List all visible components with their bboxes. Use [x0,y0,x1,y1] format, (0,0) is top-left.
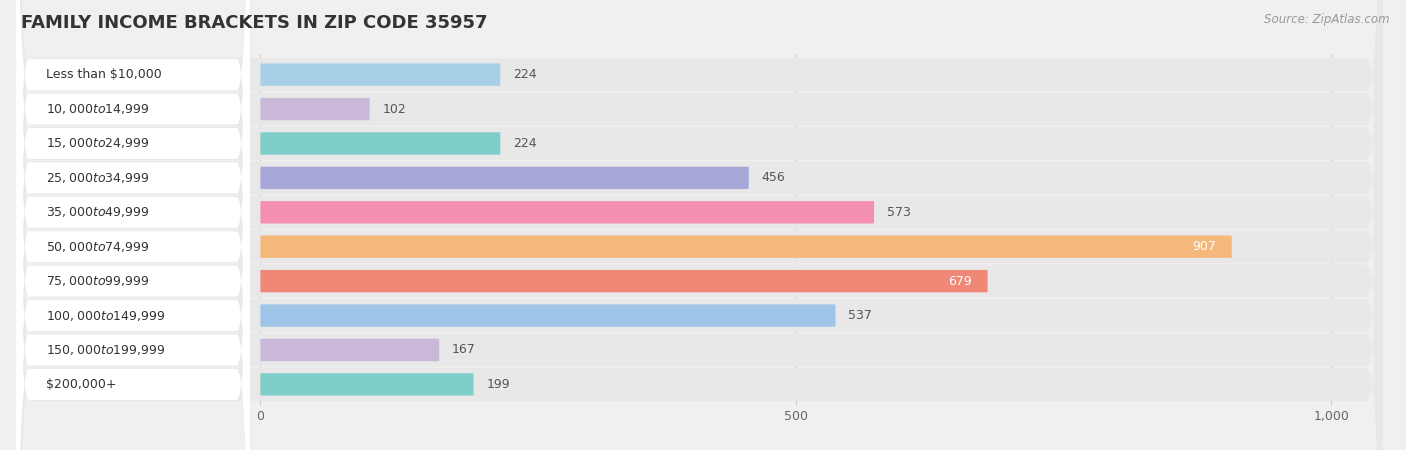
FancyBboxPatch shape [17,0,250,450]
FancyBboxPatch shape [260,98,370,120]
Text: $50,000 to $74,999: $50,000 to $74,999 [46,240,149,254]
Text: 679: 679 [948,274,972,288]
FancyBboxPatch shape [17,0,1382,450]
FancyBboxPatch shape [17,0,250,450]
FancyBboxPatch shape [260,373,474,396]
FancyBboxPatch shape [17,0,250,450]
FancyBboxPatch shape [17,0,1382,450]
FancyBboxPatch shape [17,0,250,450]
FancyBboxPatch shape [260,201,875,224]
Text: 537: 537 [848,309,872,322]
FancyBboxPatch shape [260,132,501,155]
FancyBboxPatch shape [260,339,439,361]
FancyBboxPatch shape [17,0,250,450]
Text: 199: 199 [486,378,510,391]
FancyBboxPatch shape [17,0,250,450]
Text: 167: 167 [453,343,475,356]
Text: 224: 224 [513,68,537,81]
Text: FAMILY INCOME BRACKETS IN ZIP CODE 35957: FAMILY INCOME BRACKETS IN ZIP CODE 35957 [21,14,488,32]
Text: 456: 456 [762,171,786,184]
Text: Source: ZipAtlas.com: Source: ZipAtlas.com [1264,14,1389,27]
FancyBboxPatch shape [17,0,1382,450]
FancyBboxPatch shape [260,270,987,292]
Text: $200,000+: $200,000+ [46,378,117,391]
Text: $15,000 to $24,999: $15,000 to $24,999 [46,136,149,150]
FancyBboxPatch shape [17,0,250,450]
FancyBboxPatch shape [17,0,250,450]
Text: $25,000 to $34,999: $25,000 to $34,999 [46,171,149,185]
FancyBboxPatch shape [260,235,1232,258]
FancyBboxPatch shape [17,0,1382,450]
FancyBboxPatch shape [260,166,749,189]
FancyBboxPatch shape [260,304,835,327]
FancyBboxPatch shape [17,0,250,450]
FancyBboxPatch shape [17,0,1382,450]
Text: Less than $10,000: Less than $10,000 [46,68,162,81]
Text: $10,000 to $14,999: $10,000 to $14,999 [46,102,149,116]
Text: $35,000 to $49,999: $35,000 to $49,999 [46,205,149,219]
FancyBboxPatch shape [17,0,250,450]
FancyBboxPatch shape [17,0,1382,450]
Text: $75,000 to $99,999: $75,000 to $99,999 [46,274,149,288]
FancyBboxPatch shape [260,63,501,86]
FancyBboxPatch shape [17,0,1382,450]
Text: 102: 102 [382,103,406,116]
Text: 907: 907 [1192,240,1216,253]
Text: 224: 224 [513,137,537,150]
Text: 573: 573 [887,206,911,219]
FancyBboxPatch shape [17,0,1382,450]
FancyBboxPatch shape [17,0,1382,450]
FancyBboxPatch shape [17,0,1382,450]
Text: $150,000 to $199,999: $150,000 to $199,999 [46,343,166,357]
Text: $100,000 to $149,999: $100,000 to $149,999 [46,309,166,323]
